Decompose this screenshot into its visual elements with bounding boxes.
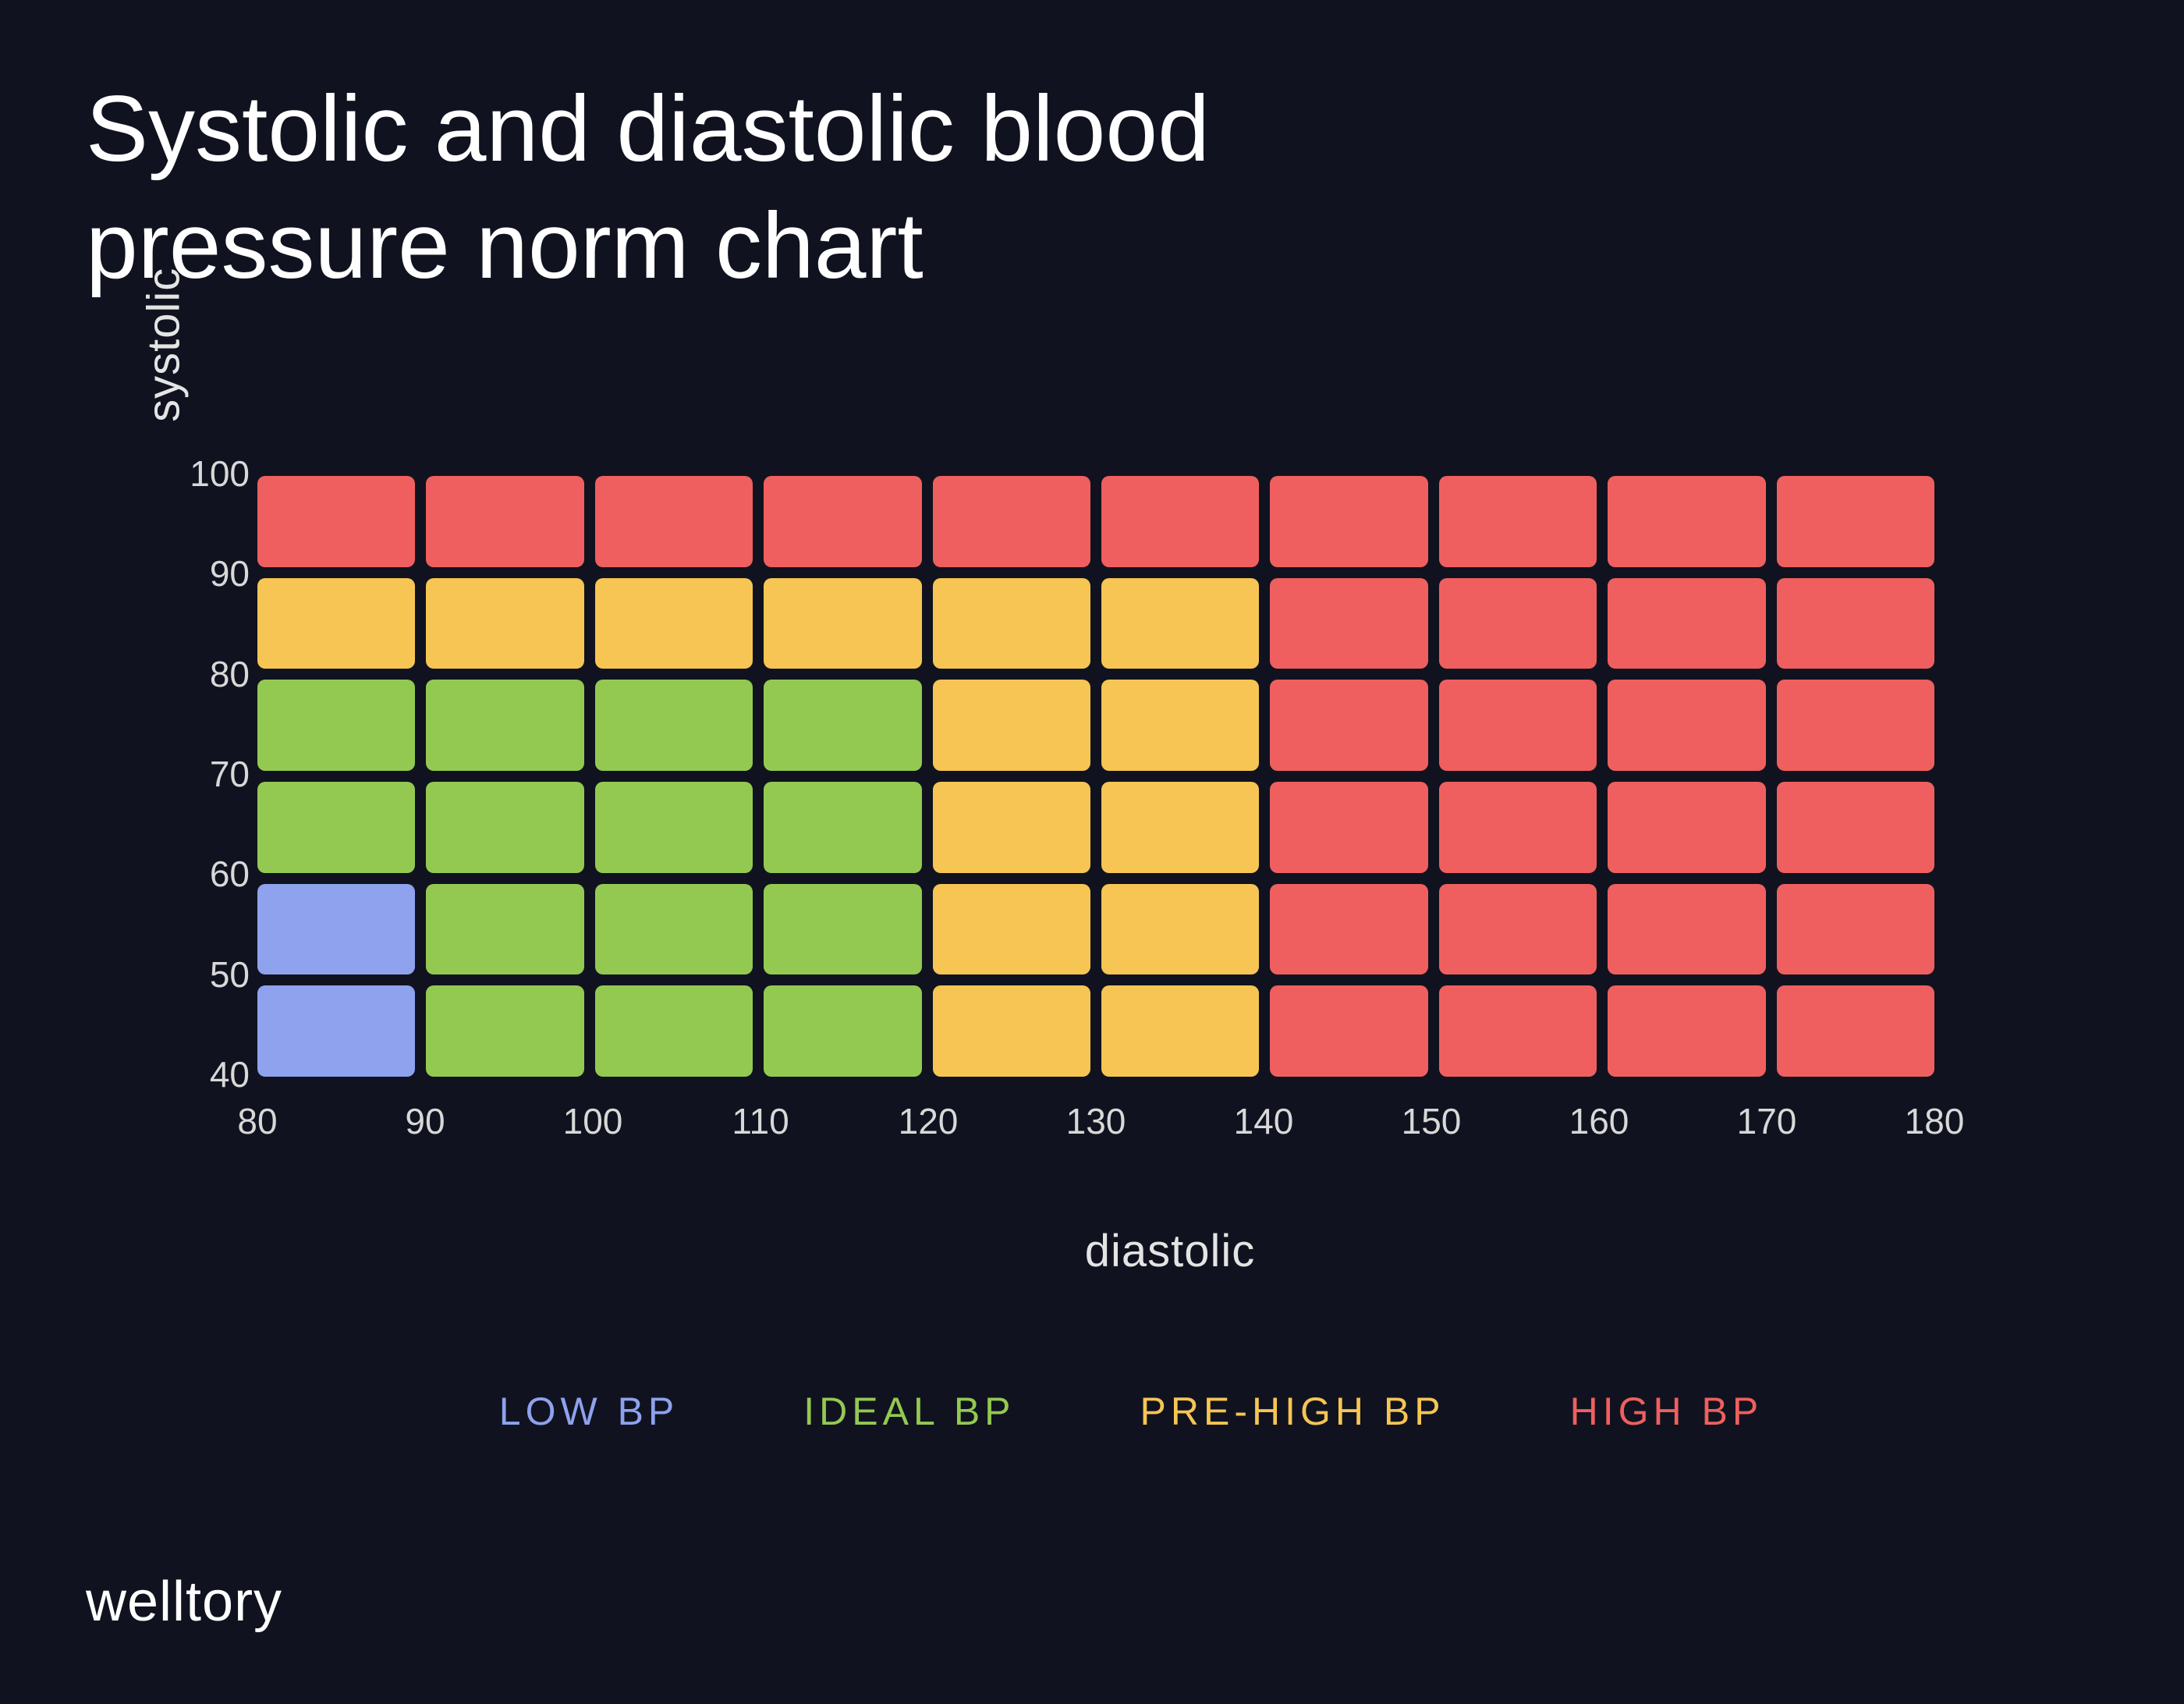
heatmap-cell [426,884,583,975]
y-tick: 60 [172,853,250,895]
x-tick: 140 [1234,1100,1294,1142]
heatmap-cell [1101,680,1259,771]
heatmap-cell [933,985,1090,1077]
heatmap-cell [595,680,753,771]
y-axis-label: systolic [138,268,190,422]
y-tick: 100 [172,453,250,495]
heatmap-cell [764,680,921,771]
x-axis-ticks: 8090100110120130140150160170180 [257,1100,1934,1147]
heatmap-cell [426,985,583,1077]
x-tick: 150 [1402,1100,1462,1142]
y-tick: 80 [172,653,250,695]
heatmap-cell [595,985,753,1077]
heatmap-cell [595,884,753,975]
legend-item-high: HIGH BP [1570,1389,1764,1434]
y-axis-ticks: 100908070605040 [172,453,250,1053]
heatmap-cell [1101,476,1259,567]
legend-item-low: LOW BP [499,1389,679,1434]
heatmap-cell [933,578,1090,669]
heatmap-cell [1439,782,1597,873]
heatmap-cell [764,476,921,567]
heatmap-cell [426,782,583,873]
x-tick: 100 [563,1100,623,1142]
legend-item-prehi: PRE-HIGH BP [1140,1389,1445,1434]
heatmap-cell [1608,578,1765,669]
heatmap-cell [933,476,1090,567]
heatmap-cell [1270,884,1427,975]
heatmap-cell [595,578,753,669]
heatmap-cell [933,680,1090,771]
heatmap-cell [257,578,415,669]
y-tick: 50 [172,953,250,996]
x-tick: 80 [237,1100,277,1142]
x-tick: 170 [1737,1100,1797,1142]
heatmap-cell [764,884,921,975]
heatmap-cell [933,782,1090,873]
heatmap-cell [257,985,415,1077]
heatmap-cell [257,476,415,567]
heatmap-cell [1777,680,1934,771]
y-tick: 90 [172,552,250,595]
heatmap-cell [1439,476,1597,567]
heatmap-cell [1439,680,1597,771]
heatmap-cell [1608,782,1765,873]
heatmap-cell [426,476,583,567]
x-tick: 130 [1066,1100,1126,1142]
x-tick: 90 [405,1100,445,1142]
heatmap-cell [1608,884,1765,975]
x-tick: 110 [732,1100,789,1142]
heatmap-cell [764,578,921,669]
heatmap-grid [257,476,1934,1077]
heatmap-cell [1101,884,1259,975]
heatmap-cell [426,578,583,669]
heatmap-cell [257,884,415,975]
heatmap-cell [595,782,753,873]
heatmap-cell [257,680,415,771]
heatmap-cell [1777,782,1934,873]
x-tick: 160 [1569,1100,1629,1142]
heatmap-cell [1777,578,1934,669]
legend: LOW BP IDEAL BP PRE-HIGH BP HIGH BP [0,1389,2184,1434]
heatmap-cell [426,680,583,771]
heatmap-chart: 100908070605040 809010011012013014015016… [257,476,1934,1077]
heatmap-cell [1608,680,1765,771]
heatmap-cell [1439,578,1597,669]
heatmap-cell [1101,578,1259,669]
x-tick: 120 [899,1100,959,1142]
y-tick: 40 [172,1053,250,1095]
heatmap-cell [1777,884,1934,975]
heatmap-cell [1101,782,1259,873]
heatmap-cell [1439,985,1597,1077]
heatmap-cell [595,476,753,567]
heatmap-cell [1777,476,1934,567]
heatmap-cell [1608,476,1765,567]
heatmap-cell [1270,476,1427,567]
heatmap-cell [1777,985,1934,1077]
heatmap-cell [1270,985,1427,1077]
legend-item-ideal: IDEAL BP [803,1389,1015,1434]
heatmap-cell [1270,680,1427,771]
heatmap-cell [1439,884,1597,975]
heatmap-cell [1101,985,1259,1077]
chart-title: Systolic and diastolic bloodpressure nor… [86,70,1210,304]
heatmap-cell [1270,578,1427,669]
x-tick: 180 [1905,1100,1965,1142]
heatmap-cell [764,985,921,1077]
heatmap-cell [1608,985,1765,1077]
heatmap-cell [1270,782,1427,873]
heatmap-cell [257,782,415,873]
x-axis-label: diastolic [0,1225,2184,1277]
heatmap-cell [933,884,1090,975]
y-tick: 70 [172,753,250,795]
heatmap-cell [764,782,921,873]
brand-wordmark: welltory [86,1570,282,1634]
